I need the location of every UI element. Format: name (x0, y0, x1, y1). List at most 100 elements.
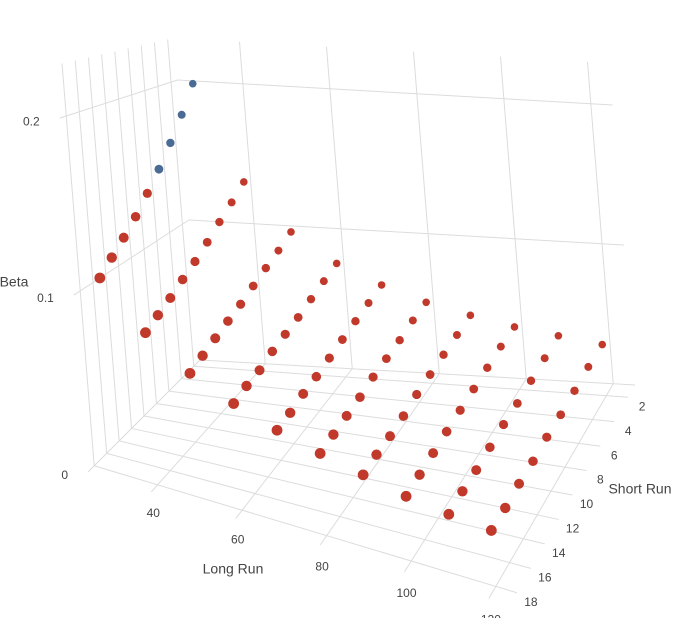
data-point (197, 350, 208, 361)
data-point (471, 465, 482, 476)
data-point (526, 376, 536, 385)
data-point (598, 340, 607, 349)
data-point (455, 405, 465, 415)
y-tick-label: 10 (580, 497, 594, 511)
grid-line (127, 48, 157, 404)
data-point (184, 367, 196, 379)
data-point (368, 372, 378, 382)
data-point (210, 333, 221, 344)
grid-line (412, 51, 440, 374)
data-point (408, 316, 417, 325)
data-point (496, 342, 505, 351)
data-point (425, 370, 435, 379)
data-point (106, 252, 117, 263)
data-point (364, 299, 373, 308)
data-point (439, 350, 448, 359)
grid-line (168, 390, 601, 447)
data-point (271, 424, 283, 436)
data-point (412, 389, 422, 400)
data-point (398, 411, 409, 421)
data-point (341, 410, 352, 421)
y-tick-label: 4 (625, 424, 632, 438)
data-point (443, 508, 455, 520)
z-axis-title: Beta (0, 274, 29, 290)
grid-line (101, 54, 133, 429)
grid (59, 39, 636, 599)
data-point (248, 281, 258, 291)
data-point (152, 309, 164, 321)
data-point (236, 299, 246, 309)
data-point (498, 419, 509, 430)
x-tick-label: 60 (231, 533, 245, 547)
data-point (166, 138, 175, 148)
data-point (570, 386, 579, 395)
data-point (355, 392, 365, 403)
x-tick-label: 40 (147, 506, 161, 520)
data-point (332, 259, 341, 268)
y-tick-label: 6 (611, 448, 618, 462)
grid-line (59, 79, 178, 119)
grid-line (118, 440, 545, 545)
x-axis-title: Long Run (203, 561, 264, 577)
y-tick-label: 18 (524, 595, 538, 609)
grid-line (167, 39, 195, 367)
grid-line (156, 403, 587, 472)
data-point (142, 188, 152, 198)
data-point (254, 365, 265, 376)
grid-line (94, 465, 518, 594)
data-point (422, 298, 430, 307)
data-point (395, 336, 404, 345)
y-axis-title: Short Run (608, 481, 671, 497)
data-point (306, 294, 316, 304)
grid-line (87, 359, 201, 473)
data-point (298, 388, 309, 399)
data-point (293, 313, 303, 322)
data-point (202, 237, 212, 247)
z-tick-label: 0.1 (37, 291, 54, 305)
grid-line (87, 57, 120, 441)
data-point (400, 490, 412, 502)
data-point (223, 316, 233, 326)
grid-line (586, 61, 614, 384)
data-point (414, 469, 425, 480)
data-point (371, 449, 382, 460)
data-point (118, 232, 129, 243)
data-point (311, 371, 322, 382)
grid-line (106, 452, 531, 569)
points (94, 79, 607, 536)
y-tick-label: 14 (552, 546, 566, 560)
data-point (314, 448, 326, 459)
data-point (328, 429, 339, 440)
data-point (227, 198, 236, 207)
labels: Long Run Short Run Beta 4060801001202468… (0, 114, 672, 623)
data-point (483, 363, 492, 372)
grid-line (140, 45, 170, 392)
data-point (261, 263, 270, 273)
data-point (215, 217, 224, 227)
data-point (130, 211, 141, 222)
data-point (177, 274, 188, 285)
data-point (514, 478, 525, 489)
data-point (267, 346, 278, 357)
grid-line (153, 42, 182, 379)
data-point (284, 407, 296, 419)
data-point (351, 316, 360, 326)
data-point (584, 362, 593, 371)
data-point (457, 486, 468, 497)
data-point (324, 353, 334, 363)
data-point (485, 525, 497, 536)
x-tick-label: 100 (396, 586, 416, 600)
data-point (165, 292, 176, 303)
data-point (540, 354, 549, 363)
y-tick-label: 8 (597, 473, 604, 487)
data-point (500, 502, 511, 514)
z-tick-label: 0.2 (23, 114, 40, 128)
data-point (485, 442, 495, 453)
grid-line (325, 46, 353, 369)
grid-line (61, 63, 95, 466)
data-point (154, 164, 164, 174)
data-point (319, 277, 328, 286)
grid-line (74, 60, 108, 454)
data-point (337, 335, 347, 344)
grid-line (73, 219, 190, 296)
